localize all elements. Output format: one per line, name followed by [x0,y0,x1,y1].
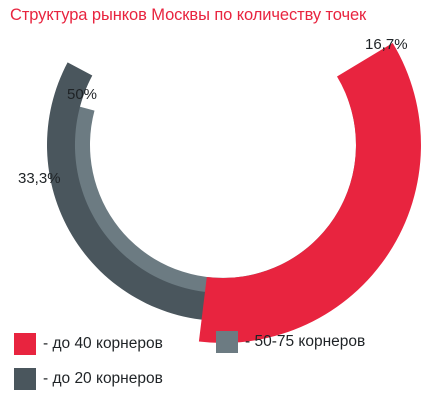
legend-label: - до 40 корнеров [43,335,163,352]
legend-item-50-75-corners: - 50-75 корнеров [216,331,365,353]
legend-swatch-gray [216,331,238,353]
legend-swatch-dark [14,368,36,390]
arc-20-corners [47,62,224,322]
legend-swatch-red [14,333,36,355]
legend-item-20-corners: - до 20 корнеров [14,368,163,390]
chart-title: Структура рынков Москвы по количеству то… [10,6,367,24]
legend-item-40-corners: - до 40 корнеров [14,333,163,355]
label-33-3: 33,3% [18,170,61,187]
legend-label: - до 20 корнеров [43,370,163,387]
label-50: 50% [67,86,98,103]
arc-40-corners [198,43,421,343]
legend-label: - 50-75 корнеров [245,333,366,350]
label-16-7: 16,7% [365,36,408,53]
